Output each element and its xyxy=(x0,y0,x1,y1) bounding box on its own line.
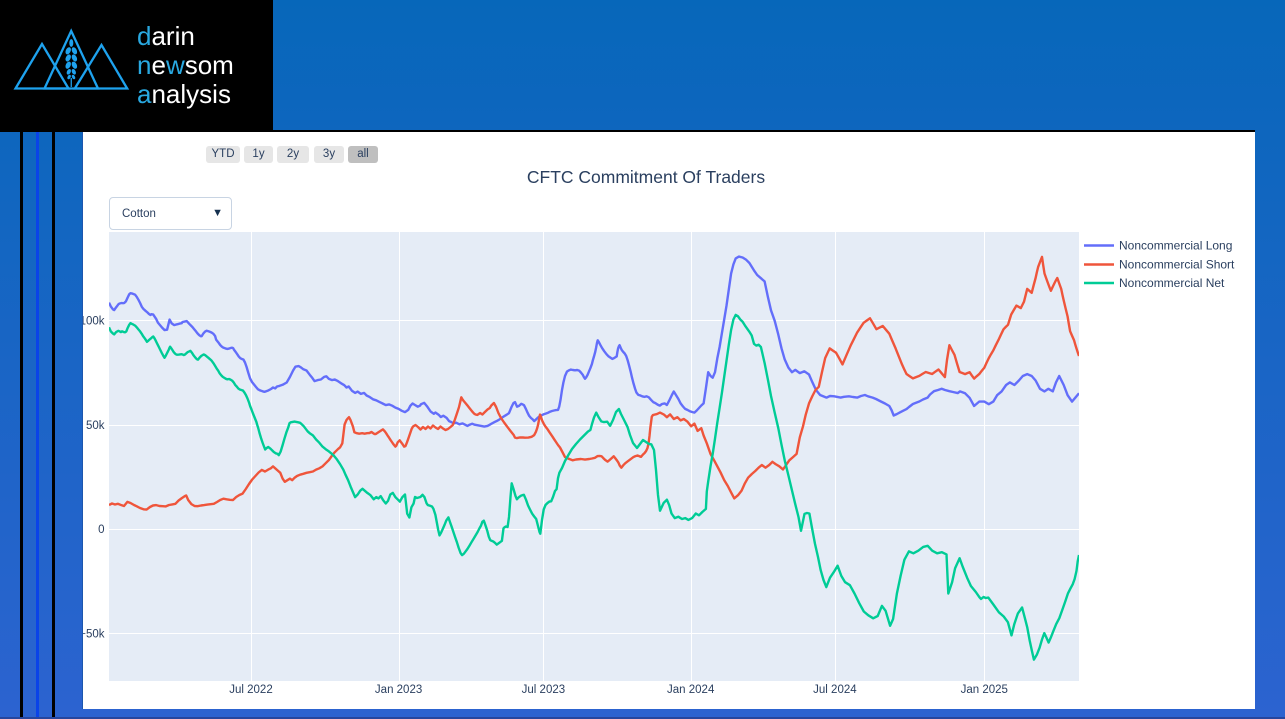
svg-text:50k: 50k xyxy=(86,420,105,432)
svg-text:100k: 100k xyxy=(83,316,105,328)
svg-text:Jan 2023: Jan 2023 xyxy=(375,684,422,696)
svg-text:Noncommercial Short: Noncommercial Short xyxy=(1119,258,1235,272)
svg-text:Jul 2024: Jul 2024 xyxy=(813,684,857,696)
svg-text:Jul 2023: Jul 2023 xyxy=(522,684,565,696)
svg-text:Noncommercial Net: Noncommercial Net xyxy=(1119,276,1225,290)
svg-text:Jan 2025: Jan 2025 xyxy=(961,684,1008,696)
svg-text:newsom: newsom xyxy=(137,50,234,80)
svg-text:−50k: −50k xyxy=(83,628,105,640)
svg-text:Noncommercial Long: Noncommercial Long xyxy=(1119,239,1232,253)
svg-text:darin: darin xyxy=(137,21,195,51)
svg-text:0: 0 xyxy=(98,524,104,536)
svg-text:Jul 2022: Jul 2022 xyxy=(229,684,272,696)
svg-text:Jan 2024: Jan 2024 xyxy=(667,684,715,696)
svg-text:analysis: analysis xyxy=(137,79,231,109)
